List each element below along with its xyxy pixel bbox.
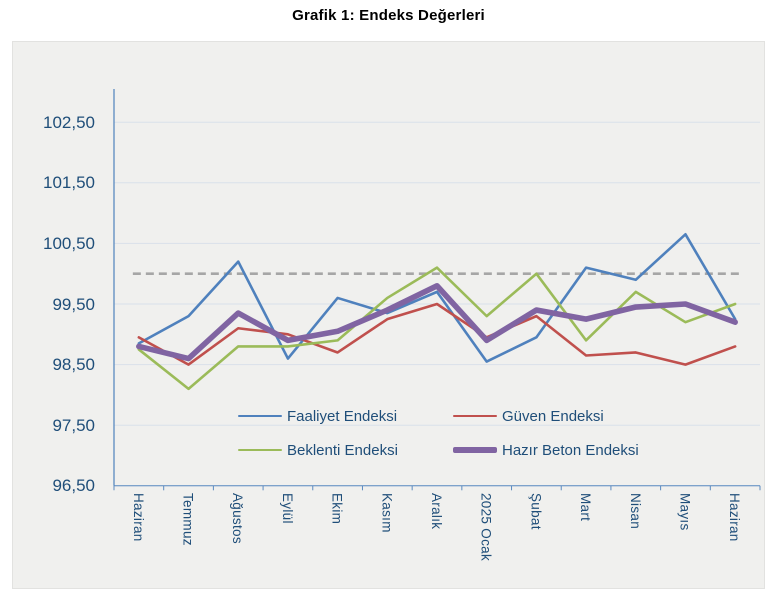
series-line-2 xyxy=(137,302,737,366)
chart-area: 102,50 101,50 100,50 99,50 98,50 97,50 96,50 H… xyxy=(12,41,765,589)
legend-label: Güven Endeksi xyxy=(502,407,604,425)
x-tick-label: 2025 Ocak xyxy=(478,493,494,561)
legend-swatch xyxy=(238,414,282,418)
x-tick-label: Ağustos xyxy=(230,493,246,544)
x-tick-label: Mayıs xyxy=(677,493,693,531)
x-tick-label: Eylül xyxy=(279,493,295,524)
x-tick-label: Şubat xyxy=(528,493,544,530)
y-tick-label: 98,50 xyxy=(52,355,95,375)
legend-item-2: Güven Endeksi xyxy=(453,406,604,426)
y-tick-label: 100,50 xyxy=(43,233,95,253)
x-tick-label: Kasım xyxy=(379,493,395,533)
y-tick-label: 102,50 xyxy=(43,112,95,132)
x-tick-label: Temmuz xyxy=(180,493,196,546)
chart-title: Grafik 1: Endeks Değerleri xyxy=(292,7,485,24)
legend-item-3: Beklenti Endeksi xyxy=(238,440,398,460)
x-tick-label: Haziran xyxy=(727,493,743,542)
x-tick-label: Mart xyxy=(578,493,594,522)
series-line-1 xyxy=(137,233,737,363)
y-tick-label: 99,50 xyxy=(52,294,95,314)
legend-label: Beklenti Endeksi xyxy=(287,441,398,459)
legend-swatch xyxy=(453,414,497,418)
legend-swatch xyxy=(453,447,497,453)
x-tick-label: Haziran xyxy=(130,493,146,542)
legend-swatch xyxy=(238,448,282,452)
x-tick-label: Ekim xyxy=(329,493,345,525)
legend-item-1: Faaliyet Endeksi xyxy=(238,406,397,426)
x-tick-label: Nisan xyxy=(627,493,643,530)
y-tick-label: 96,50 xyxy=(52,476,95,496)
legend-item-4: Hazır Beton Endeksi xyxy=(453,440,639,460)
plot-canvas xyxy=(113,89,761,491)
series-line-4 xyxy=(136,283,738,362)
y-tick-label: 97,50 xyxy=(52,415,95,435)
series-line-3 xyxy=(137,266,737,391)
x-tick-label: Aralık xyxy=(429,493,444,530)
legend-label: Faaliyet Endeksi xyxy=(287,407,398,425)
y-tick-label: 101,50 xyxy=(43,173,95,193)
legend-label: Hazır Beton Endeksi xyxy=(502,441,639,459)
